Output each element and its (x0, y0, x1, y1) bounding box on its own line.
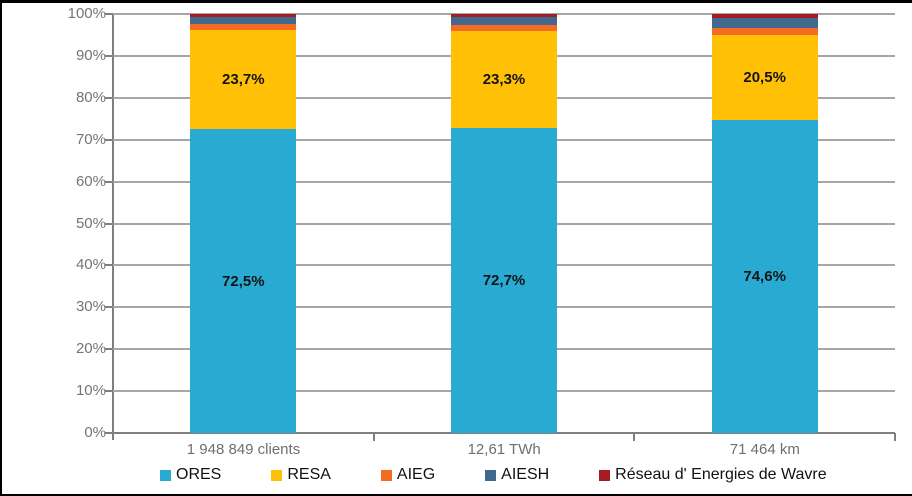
bar-segment-r-seau-d-energies-de-wavre (190, 14, 297, 18)
legend-swatch-aiesh (485, 469, 497, 481)
plot-area: 72,5% 23,7% 72,7% 23,3% 74,6% 20,5% (113, 13, 895, 434)
legend-label-aieg: AIEG (396, 466, 436, 483)
bar-value-label: 20,5% (743, 68, 786, 86)
bar-segment-resa: 23,3% (451, 30, 557, 129)
bar-value-label: 23,7% (222, 71, 265, 89)
y-axis-tick (105, 432, 113, 434)
x-axis-tick (372, 433, 375, 441)
gridline-100 (113, 13, 895, 15)
x-axis-tick (633, 433, 636, 441)
legend-label-r-seau-d-energies-de-wavre: Réseau d' Energies de Wavre (615, 466, 827, 483)
bar-value-label: 23,3% (482, 71, 526, 89)
y-axis-tick-label: 40% (75, 256, 106, 274)
bar-segment-ores: 72,7% (451, 128, 557, 433)
legend-item-r-seau-d-energies-de-wavre: Réseau d' Energies de Wavre (599, 466, 827, 484)
bar-segment-r-seau-d-energies-de-wavre (711, 14, 818, 19)
legend-label-ores: ORES (176, 466, 222, 483)
bar-segment-ores: 74,6% (711, 120, 818, 433)
bar-segment-aieg (711, 28, 818, 35)
bar-segment-ores: 72,5% (190, 129, 297, 433)
y-axis-tick (105, 180, 113, 183)
y-axis-tick (105, 96, 113, 99)
y-axis-tick (105, 348, 113, 351)
y-axis-tick-label: 20% (75, 340, 106, 358)
bar-value-label: 72,5% (222, 272, 265, 290)
y-axis-tick (105, 306, 113, 309)
bar-segment-aieg (190, 24, 297, 30)
y-axis-tick-label: 90% (75, 46, 106, 64)
legend: ORES RESA AIEG AIESH Réseau d' Energies de W… (160, 466, 827, 484)
y-axis-tick (105, 390, 113, 393)
y-axis-tick-label: 10% (75, 382, 106, 400)
legend-item-aiesh: AIESH (485, 466, 549, 484)
y-axis-tick-label: 60% (75, 172, 106, 190)
x-axis-label-2: 12,61 TWh (467, 441, 541, 458)
legend-swatch-aieg (380, 469, 392, 481)
y-axis-tick-label: 30% (75, 298, 106, 316)
x-axis-label-1: 1 948 849 clients (186, 441, 301, 458)
x-axis-label-3: 71 464 km (729, 441, 800, 458)
frame-border-left (0, 0, 2, 496)
bar-segment-r-seau-d-energies-de-wavre (451, 14, 557, 17)
frame-border-bottom (0, 494, 912, 496)
legend-label-aiesh: AIESH (501, 466, 550, 483)
bar-value-label: 74,6% (743, 268, 786, 286)
y-axis-tick (105, 138, 113, 141)
y-axis-tick (105, 222, 113, 225)
x-axis-tick (894, 433, 896, 441)
bar-group-3: 74,6% 20,5% (711, 14, 818, 433)
y-axis-tick (105, 264, 113, 267)
bar-value-label: 72,7% (482, 272, 526, 290)
bar-segment-aiesh (190, 17, 297, 25)
bar-segment-resa: 20,5% (711, 34, 818, 121)
legend-item-aieg: AIEG (380, 466, 436, 484)
legend-swatch-r-seau-d-energies-de-wavre (599, 469, 611, 481)
legend-swatch-resa (271, 469, 283, 481)
legend-item-resa: RESA (271, 466, 331, 484)
y-axis-tick-label: 100% (67, 5, 106, 22)
bar-segment-aiesh (451, 16, 557, 25)
bar-segment-aieg (451, 24, 557, 31)
bar-group-2: 72,7% 23,3% (451, 14, 557, 433)
legend-swatch-ores (160, 469, 171, 481)
bar-segment-aiesh (711, 18, 818, 29)
y-axis-tick-label: 80% (75, 88, 106, 106)
y-axis-line (112, 14, 114, 440)
y-axis-tick-label: 50% (75, 214, 106, 232)
gridline-0 (113, 432, 895, 434)
frame-border-top (0, 0, 912, 3)
bar-group-1: 72,5% 23,7% (190, 14, 297, 433)
y-axis-tick-label: 70% (75, 130, 106, 148)
y-axis-tick (105, 13, 113, 15)
y-axis-tick-label: 0% (84, 424, 106, 441)
legend-item-ores: ORES (160, 466, 221, 484)
bar-segment-resa: 23,7% (190, 29, 297, 130)
y-axis-tick (105, 54, 113, 57)
legend-label-resa: RESA (287, 466, 331, 483)
